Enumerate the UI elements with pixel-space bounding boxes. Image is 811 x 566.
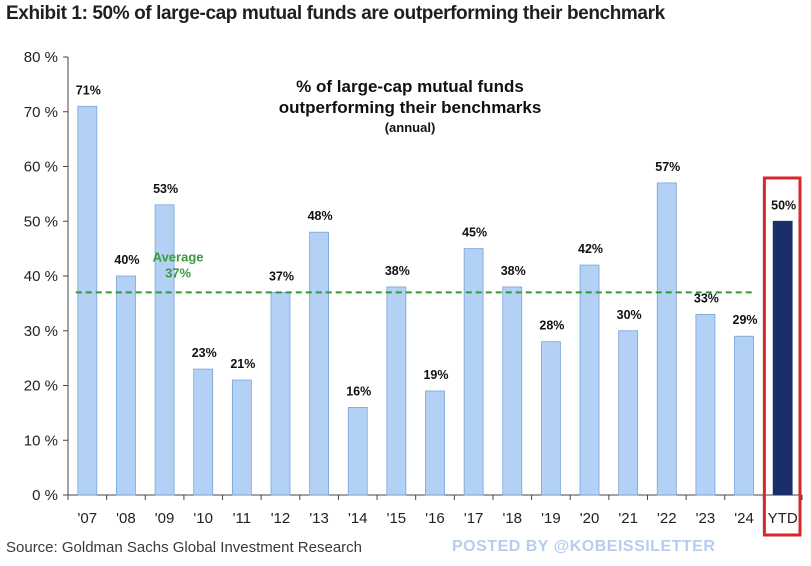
data-label: 37%	[269, 269, 294, 283]
y-tick-label: 0 %	[32, 487, 58, 504]
chart-title-group: % of large-cap mutual funds outperformin…	[279, 77, 542, 135]
data-label: 38%	[385, 264, 410, 278]
bar	[193, 368, 214, 496]
chart-axes: 0 % 10 % 20 % 30 % 40 % 50 % 60 % 70 % 80 % '07 '0…	[24, 49, 803, 527]
x-tick-label: YTD	[768, 510, 798, 527]
x-tick-label: '08	[116, 510, 136, 527]
bar	[540, 341, 561, 496]
chart-subtitle: (annual)	[385, 120, 436, 135]
x-tick-label: '10	[193, 510, 213, 527]
bar	[425, 390, 445, 496]
y-tick-label: 40 %	[24, 268, 58, 285]
data-label: 30%	[617, 308, 642, 322]
data-label: 38%	[501, 264, 526, 278]
bar	[618, 330, 639, 496]
x-tick-label: '12	[271, 510, 291, 527]
y-tick-label: 70 %	[24, 104, 58, 121]
y-tick-label: 10 %	[24, 432, 58, 449]
bar	[270, 292, 291, 496]
bar-ytd	[772, 220, 793, 496]
source-note: Source: Goldman Sachs Global Investment …	[6, 539, 363, 556]
data-label: 23%	[192, 346, 217, 360]
x-tick-label: '23	[696, 510, 716, 527]
x-tick-label: '22	[657, 510, 677, 527]
data-label: 40%	[114, 253, 139, 267]
exhibit-title: Exhibit 1: 50% of large-cap mutual funds…	[6, 3, 665, 24]
x-tick-label: '21	[618, 510, 638, 527]
bar	[231, 379, 252, 496]
x-tick-label: '11	[233, 510, 251, 527]
data-label: 33%	[694, 291, 719, 305]
data-label: 50%	[771, 198, 796, 212]
bar	[154, 204, 175, 496]
bar	[309, 231, 330, 496]
data-label: 48%	[308, 209, 333, 223]
highlight-box	[762, 176, 802, 537]
x-tick-label: '17	[464, 510, 484, 527]
x-tick-label: '24	[734, 510, 754, 527]
chart-title-line-1: % of large-cap mutual funds	[296, 77, 524, 96]
data-label: 19%	[423, 368, 448, 382]
bar	[77, 105, 98, 496]
y-tick-label: 60 %	[24, 159, 58, 176]
data-label: 53%	[153, 182, 178, 196]
x-tick-label: '15	[387, 510, 407, 527]
bar	[116, 275, 136, 496]
bar	[386, 286, 407, 496]
data-label: 42%	[578, 242, 603, 256]
data-label: 29%	[733, 313, 758, 327]
y-tick-label: 30 %	[24, 323, 58, 340]
x-tick-label: '13	[309, 510, 329, 527]
bar	[463, 248, 484, 496]
chart-data-labels: 71% 40% 53% 23% 21% 37% 48% 16% 38% 19% 45% 38% 28% 4…	[76, 83, 796, 398]
y-tick-label: 80 %	[24, 49, 58, 66]
data-label: 28%	[539, 319, 564, 333]
chart-bars	[77, 105, 802, 537]
y-tick-label: 20 %	[24, 378, 58, 395]
x-tick-label: '09	[155, 510, 175, 527]
data-label: 16%	[346, 384, 371, 398]
x-tick-label: '20	[580, 510, 600, 527]
bar	[502, 286, 523, 496]
x-tick-label: '18	[502, 510, 522, 527]
data-label: 71%	[76, 83, 101, 97]
data-label: 57%	[655, 160, 680, 174]
x-tick-label: '07	[78, 510, 98, 527]
bar	[734, 335, 754, 496]
bar	[347, 406, 368, 496]
x-tick-label: '14	[348, 510, 368, 527]
average-label: Average	[153, 249, 204, 264]
watermark: POSTED BY @KOBEISSILETTER	[452, 538, 716, 555]
data-label: 45%	[462, 226, 487, 240]
bar	[656, 182, 677, 496]
average-value-label: 37%	[165, 265, 191, 280]
y-tick-label: 50 %	[24, 213, 58, 230]
bar	[579, 264, 600, 496]
x-tick-label: '16	[425, 510, 445, 527]
bar	[695, 313, 716, 496]
data-label: 21%	[230, 357, 255, 371]
chart-title-line-2: outperforming their benchmarks	[279, 98, 542, 117]
x-tick-label: '19	[541, 510, 561, 527]
